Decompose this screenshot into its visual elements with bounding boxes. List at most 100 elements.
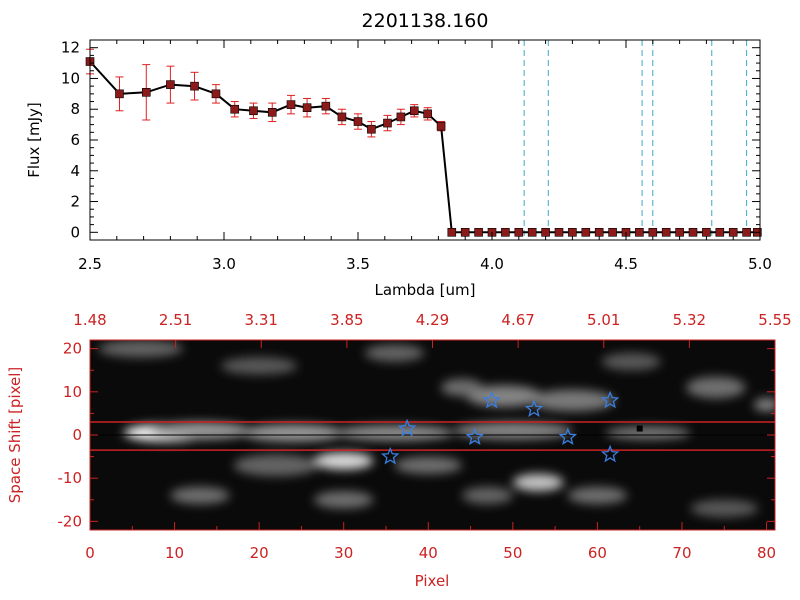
y-tick-label: 10	[61, 69, 80, 87]
image-x-tick-label: 70	[672, 544, 691, 562]
y-tick-label: 0	[70, 223, 80, 241]
spectral-image-plot: 0 10 20 30 40 50 60 70 80 1.48 2.51 3.31 3.85 4.29 4.6…	[6, 311, 792, 590]
emission-blob	[314, 452, 374, 470]
star-marker	[524, 399, 544, 418]
emission-blob	[686, 376, 746, 399]
image-top-tick-label: 5.32	[673, 311, 706, 329]
spectrum-line	[89, 60, 758, 234]
image-x-tick-label: 40	[419, 544, 438, 562]
image-top-tick-label: 2.51	[159, 311, 192, 329]
data-point	[661, 228, 671, 237]
emission-blob	[394, 456, 463, 474]
image-x-tick-label: 50	[503, 544, 522, 562]
y-tick-label: 6	[70, 131, 80, 149]
data-point	[211, 89, 221, 99]
emission-blob	[605, 426, 691, 440]
spectrum-plot-frame	[89, 39, 761, 241]
image-top-tick-label: 5.01	[587, 311, 620, 329]
data-point	[594, 228, 604, 237]
data-point	[249, 106, 258, 116]
data-point	[409, 106, 419, 116]
emission-blob	[462, 486, 513, 505]
y-tick-label: 12	[61, 39, 80, 57]
data-point	[675, 228, 684, 237]
chart-title: 2201138.160	[362, 10, 489, 32]
emission-blob	[149, 422, 251, 440]
x-tick-label: 3.5	[346, 255, 370, 273]
y-tick-label: 4	[70, 162, 80, 180]
image-x-tick-label: 10	[165, 544, 184, 562]
data-point	[474, 228, 483, 237]
x-tick-label: 5.0	[748, 255, 772, 273]
emission-blob	[170, 486, 230, 505]
x-axis-title: Lambda [um]	[375, 281, 476, 299]
emission-blob	[364, 344, 425, 362]
data-point	[166, 80, 175, 89]
image-top-tick-label: 3.85	[330, 311, 363, 329]
data-point	[321, 101, 331, 111]
data-point	[141, 88, 151, 97]
data-point	[423, 109, 432, 119]
data-point	[527, 228, 537, 237]
emission-blob	[529, 389, 615, 412]
emission-blob	[233, 454, 319, 477]
y-tick-label: 8	[70, 100, 80, 118]
data-point	[742, 228, 751, 237]
data-point	[715, 228, 725, 237]
emission-blob	[98, 340, 184, 358]
data-point	[608, 228, 617, 237]
data-point	[115, 89, 124, 99]
emission-blob	[221, 357, 298, 375]
data-point	[728, 228, 738, 237]
x-tick-label: 4.5	[614, 255, 638, 273]
emission-blob	[601, 352, 661, 371]
image-top-tick-label: 4.29	[416, 311, 449, 329]
star-marker	[558, 427, 578, 446]
data-point	[688, 228, 698, 237]
star-marker	[600, 390, 620, 409]
x-tick-label: 2.5	[78, 255, 102, 273]
image-y-tick-label: -20	[58, 512, 83, 530]
y-axis-title: Flux [mJy]	[25, 102, 43, 178]
star-marker	[397, 418, 417, 437]
data-point	[286, 100, 296, 109]
data-point	[635, 228, 644, 237]
image-top-tick-label: 4.67	[501, 311, 534, 329]
spectrum-axes: 2.5 3.0 3.5 4.0 4.5 5.0 0 2 4 6 8 10 12	[61, 39, 772, 273]
data-point	[514, 228, 524, 237]
image-overlay	[90, 390, 775, 465]
data-point	[396, 112, 406, 122]
data-point	[501, 228, 510, 237]
emission-blob	[440, 378, 484, 397]
image-x-axis-title: Pixel	[415, 572, 450, 590]
image-top-tick-label: 5.55	[758, 311, 791, 329]
emission-blob	[466, 385, 543, 407]
image-y-tick-label: 0	[72, 426, 82, 444]
data-point	[190, 81, 199, 91]
emission-blob	[690, 499, 759, 518]
spectral-image	[90, 340, 775, 530]
data-point	[230, 104, 240, 114]
image-y-axis-title: Space Shift [pixel]	[6, 367, 24, 504]
data-point	[447, 228, 457, 237]
image-x-tick-label: 60	[588, 544, 607, 562]
emission-blob	[242, 424, 344, 442]
spectrum-plot: 2201138.160 2.5 3.0 3.5 4.0 4.5 5.0024681012 …	[25, 10, 772, 299]
star-marker	[600, 444, 620, 463]
image-y-tick-label: -10	[58, 469, 83, 487]
x-tick-label: 4.0	[480, 255, 504, 273]
data-point	[436, 121, 446, 131]
data-point	[568, 228, 577, 237]
image-top-tick-label: 1.48	[73, 311, 106, 329]
star-marker	[465, 427, 485, 446]
x-tick-label: 3.0	[212, 255, 236, 273]
emission-blob	[335, 425, 454, 441]
data-point	[460, 228, 470, 237]
emission-blob	[753, 398, 775, 412]
data-point	[702, 228, 711, 237]
y-tick-label: 2	[70, 193, 80, 211]
data-point	[353, 117, 363, 126]
emission-blob	[453, 422, 573, 440]
image-emission	[98, 340, 775, 518]
